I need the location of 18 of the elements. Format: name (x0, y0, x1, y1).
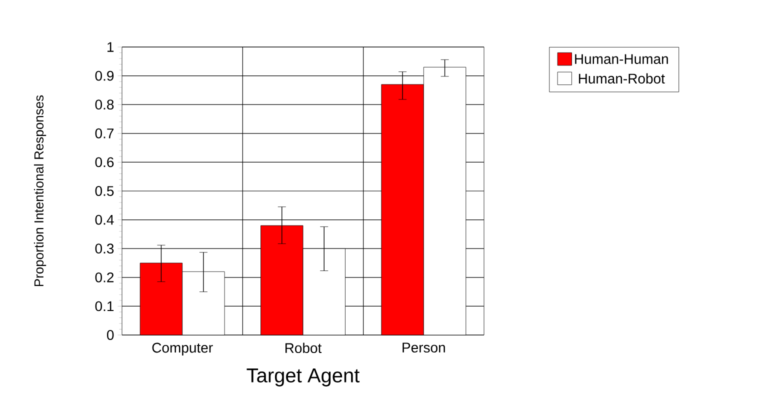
y-tick-label: 0.9 (95, 70, 114, 81)
y-tick-label: 0 (106, 330, 114, 340)
legend-label: Human-Robot (578, 73, 665, 84)
x-tick-label: Robot (285, 342, 322, 354)
y-tick-label: 0.4 (95, 214, 114, 225)
y-tick-label: 0.2 (95, 272, 114, 282)
x-tick-label: Person (402, 342, 445, 353)
legend-label: Human-Human (575, 54, 668, 64)
y-tick-label: 1 (108, 42, 114, 52)
y-tick-label: 0.1 (95, 301, 114, 312)
y-tick-label: 0.5 (95, 186, 114, 196)
y-tick-label: 0.8 (95, 100, 114, 110)
x-tick-label: Computer (152, 342, 213, 356)
y-tick-label: 0.3 (95, 244, 114, 254)
y-tick-label: 0.7 (95, 128, 114, 138)
y-axis-title: Proportion Intentional Responses (34, 95, 46, 286)
x-axis-title: Target Agent (246, 368, 360, 386)
y-tick-label: 0.6 (95, 157, 114, 168)
